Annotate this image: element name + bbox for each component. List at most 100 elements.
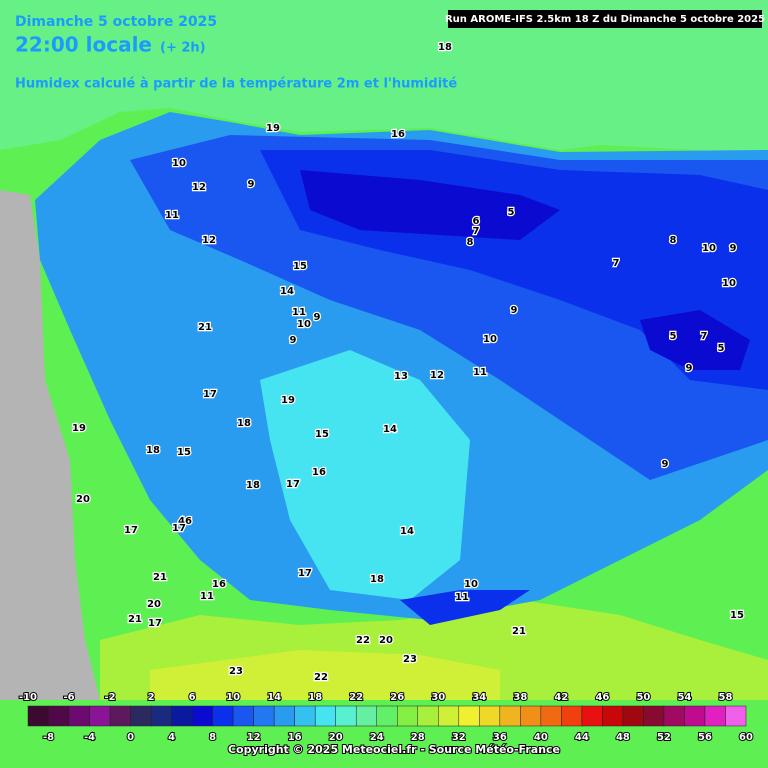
colorbar-tick-label: -6 [63, 692, 74, 703]
colorbar-tick-label: 56 [698, 732, 712, 743]
contour-label: 10 [483, 334, 497, 345]
contour-label: 11 [292, 307, 306, 318]
colorbar-bin [335, 705, 357, 727]
colorbar-bin [704, 705, 726, 727]
contour-label: 12 [192, 182, 206, 193]
contour-label: 11 [455, 592, 469, 603]
colorbar-tick-label: -4 [84, 732, 95, 743]
contour-label: 9 [290, 335, 297, 346]
contour-label: 11 [165, 210, 179, 221]
colorbar-tick-label: 18 [308, 692, 322, 703]
colorbar-bin [109, 705, 131, 727]
time: 22:00 locale [15, 33, 152, 57]
contour-label: 18 [237, 418, 251, 429]
colorbar-tick-label: 52 [657, 732, 671, 743]
colorbar-tick-label: 8 [209, 732, 216, 743]
contour-label: 11 [200, 591, 214, 602]
colorbar-bin [397, 705, 419, 727]
time-offset: (+ 2h) [160, 41, 206, 56]
colorbar-bin [48, 705, 70, 727]
colorbar-tick-label: 48 [616, 732, 630, 743]
colorbar-tick-label: 38 [513, 692, 527, 703]
colorbar-bin [499, 705, 521, 727]
contour-label: 8 [670, 235, 677, 246]
contour-label: 46 [178, 516, 192, 527]
run-box [448, 10, 762, 28]
colorbar-bin [417, 705, 439, 727]
colorbar-bin [212, 705, 234, 727]
mild-area [260, 350, 470, 600]
subtitle: Humidex calculé à partir de la températu… [15, 77, 457, 92]
contour-label: 7 [701, 331, 708, 342]
colorbar-tick-label: 24 [370, 732, 384, 743]
colorbar-bin [684, 705, 706, 727]
colorbar-tick-label: 16 [288, 732, 302, 743]
colorbar-bin [150, 705, 172, 727]
contour-label: 12 [202, 235, 216, 246]
colorbar-tick-label: 2 [148, 692, 155, 703]
contour-label: 19 [281, 395, 295, 406]
colorbar-tick-label: 50 [636, 692, 650, 703]
colorbar-bin [458, 705, 480, 727]
contour-label: 20 [76, 494, 90, 505]
copyright: Copyright © 2025 Meteociel.fr - Source M… [228, 743, 560, 756]
colorbar-bin [89, 705, 111, 727]
contour-label: 21 [128, 614, 142, 625]
contour-label: 16 [312, 467, 326, 478]
colorbar-tick-label: 54 [677, 692, 691, 703]
contour-label: 17 [298, 568, 312, 579]
colorbar-bin [581, 705, 603, 727]
contour-label: 20 [379, 635, 393, 646]
sea-area [0, 0, 768, 160]
colorbar-tick-label: 32 [452, 732, 466, 743]
colorbar-bin [68, 705, 90, 727]
colorbar-tick-label: 36 [493, 732, 507, 743]
colorbar-tick-label: 58 [719, 692, 733, 703]
contour-label: 8 [467, 237, 474, 248]
contour-label: 10 [702, 243, 716, 254]
colorbar-tick-label: -8 [43, 732, 54, 743]
contour-label: 23 [403, 654, 417, 665]
contour-label: 21 [512, 626, 526, 637]
contour-label: 7 [613, 258, 620, 269]
colorbar-tick-label: -2 [105, 692, 116, 703]
colorbar-bin [622, 705, 644, 727]
colorbar-tick-label: 6 [189, 692, 196, 703]
contour-label: 13 [394, 371, 408, 382]
contour-label: 17 [203, 389, 217, 400]
contour-label: 18 [146, 445, 160, 456]
colorbar-tick-label: -10 [19, 692, 37, 703]
colorbar-tick-label: 28 [411, 732, 425, 743]
colorbar-bin [520, 705, 542, 727]
colorbar-bin [27, 705, 49, 727]
colorbar-tick-label: 30 [431, 692, 445, 703]
colorbar-bin [314, 705, 336, 727]
colorbar-bin [191, 705, 213, 727]
contour-label: 5 [508, 207, 515, 218]
contour-label: 10 [172, 158, 186, 169]
contour-label: 23 [229, 666, 243, 677]
contour-label: 21 [153, 572, 167, 583]
colorbar-bin [232, 705, 254, 727]
colorbar-tick-label: 34 [472, 692, 486, 703]
ocean-mask [0, 190, 100, 700]
colorbar-tick-label: 0 [127, 732, 134, 743]
colorbar-bin [294, 705, 316, 727]
contour-label: 17 [148, 618, 162, 629]
contour-label: 7 [473, 226, 480, 237]
contour-label: 6 [473, 216, 480, 227]
colorbar-bin [130, 705, 152, 727]
colorbar-tick-label: 10 [226, 692, 240, 703]
cold-core [300, 170, 560, 240]
colorbar-bin [725, 705, 747, 727]
run-info: Run AROME-IFS 2.5km 18 Z du Dimanche 5 o… [445, 14, 765, 25]
colorbar-tick-label: 20 [329, 732, 343, 743]
contour-label: 17 [124, 525, 138, 536]
contour-label: 19 [72, 423, 86, 434]
colorbar-bin [479, 705, 501, 727]
cold-area [400, 590, 530, 625]
contour-label: 16 [391, 129, 405, 140]
colorbar-bin [663, 705, 685, 727]
contour-label: 18 [438, 42, 452, 53]
colorbar-tick-label: 26 [390, 692, 404, 703]
